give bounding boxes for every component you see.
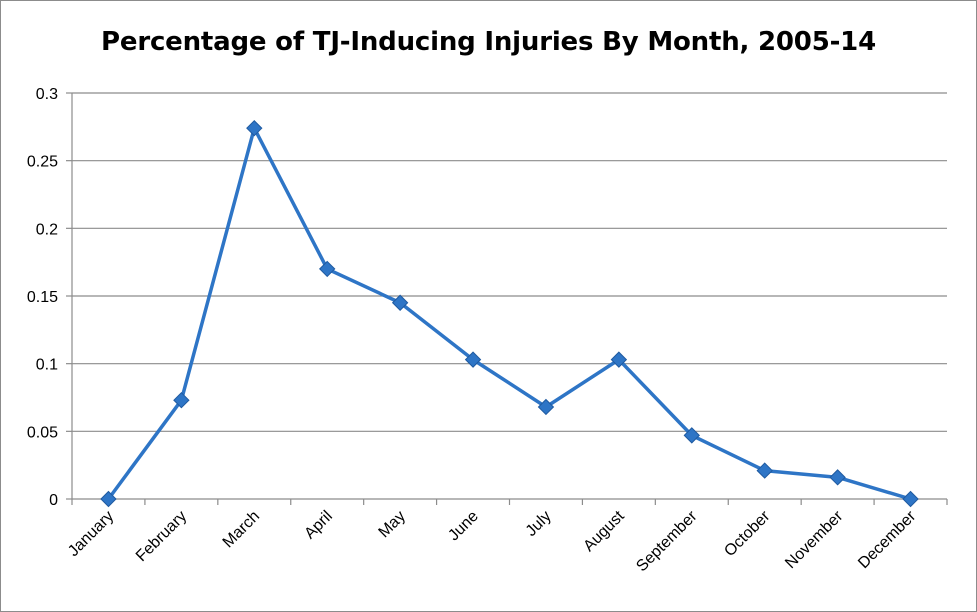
x-tick-label: November <box>782 507 847 572</box>
x-tick-label: June <box>445 508 482 545</box>
y-axis-ticks: 0 0.05 0.1 0.15 0.2 0.25 0.3 <box>27 86 73 509</box>
series-line <box>107 126 912 501</box>
x-tick-label: March <box>220 508 263 551</box>
y-tick-label: 0 <box>49 492 58 509</box>
y-tick-label: 0.05 <box>27 424 58 441</box>
data-point <box>246 119 263 137</box>
data-point <box>464 351 482 368</box>
data-point <box>319 260 336 278</box>
x-tick-label: August <box>580 507 628 555</box>
y-tick-label: 0.1 <box>36 357 58 374</box>
y-tick-label: 0.25 <box>27 154 58 171</box>
x-tick-label: January <box>65 508 117 560</box>
chart-title: Percentage of TJ-Inducing Injuries By Mo… <box>101 27 876 57</box>
data-point <box>902 490 919 508</box>
data-point <box>756 462 773 479</box>
x-tick-label: February <box>133 508 190 565</box>
x-tick-label: April <box>301 508 336 543</box>
gridlines <box>72 92 947 500</box>
y-tick-label: 0.15 <box>27 289 58 306</box>
x-tick-label: December <box>855 507 920 572</box>
data-point <box>610 351 628 368</box>
data-point <box>173 391 190 409</box>
x-tick-label: July <box>523 508 555 540</box>
x-tick-label: October <box>721 507 774 560</box>
data-point <box>100 490 117 508</box>
series-layer <box>100 119 919 508</box>
data-point <box>391 294 409 311</box>
x-tick-label: May <box>376 508 409 541</box>
data-point <box>829 469 846 486</box>
data-point <box>683 427 700 444</box>
x-axis-ticks: January February March April May June July Augu… <box>65 499 948 575</box>
y-tick-label: 0.2 <box>36 221 58 238</box>
y-tick-label: 0.3 <box>36 86 58 103</box>
data-point <box>537 398 555 416</box>
x-tick-label: September <box>633 507 701 575</box>
